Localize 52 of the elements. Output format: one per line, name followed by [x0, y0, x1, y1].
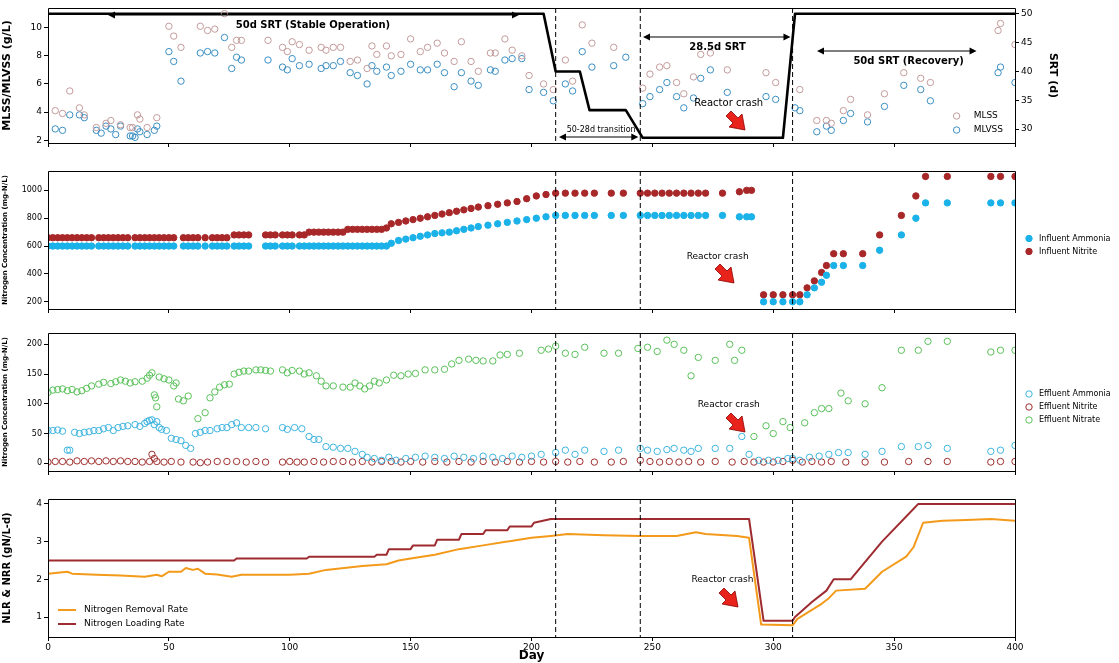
annotation: Reactor crash: [697, 399, 760, 410]
x-tick-label: 350: [885, 641, 903, 652]
x-tick-label: 100: [281, 641, 299, 652]
y2-tick-label: 50: [1021, 8, 1033, 19]
y-tick-label: 6: [36, 78, 43, 89]
y2-tick-label: 30: [1021, 123, 1033, 134]
y-tick-label: 100: [26, 398, 42, 408]
x-tick-label: 250: [643, 641, 662, 652]
y-tick-label: 10: [30, 22, 43, 33]
legend-label: Effluent Ammonia: [1039, 389, 1111, 399]
y-tick-label: 1000: [21, 185, 42, 195]
y-tick-label: 3: [36, 535, 42, 546]
legend-label: Nitrogen Loading Rate: [84, 618, 186, 629]
y-tick-label: 150: [26, 369, 42, 379]
y2-tick-label: 40: [1021, 65, 1033, 76]
annotation: 50d SRT (Recovery): [853, 54, 964, 66]
x-tick-label: 150: [402, 641, 420, 652]
y2-tick-label: 45: [1021, 36, 1033, 47]
annotation: Reactor crash: [686, 250, 749, 261]
y-axis-title: NLR & NRR (gN/L-d): [0, 512, 12, 624]
y-tick-label: 0: [36, 458, 42, 468]
y-tick-label: 400: [26, 268, 42, 278]
y-tick-label: 50: [31, 428, 42, 438]
y-tick-label: 600: [26, 241, 42, 251]
x-tick-label: 400: [1006, 641, 1024, 652]
legend-label: Nitrogen Removal Rate: [84, 604, 189, 615]
y-tick-label: 4: [36, 498, 43, 509]
y-tick-label: 1: [36, 611, 42, 622]
y-tick-label: 200: [26, 296, 42, 306]
y-tick-label: 2: [36, 134, 42, 145]
annotation: 28.5d SRT: [689, 40, 747, 52]
annotation: Reactor crash: [694, 96, 764, 108]
y-tick-label: 200: [26, 339, 42, 349]
legend-label: Effluent Nitrite: [1039, 402, 1098, 412]
legend-label: Influent Ammonia: [1039, 233, 1111, 243]
y-tick-label: 2: [36, 573, 42, 584]
x-tick-label: 50: [163, 641, 175, 652]
x-tick-label: 300: [764, 641, 783, 652]
annotation: 50-28d transition: [566, 124, 636, 134]
legend-label: Effluent Nitrate: [1039, 415, 1101, 425]
annotation: Reactor crash: [691, 574, 754, 585]
y-tick-label: 4: [36, 106, 43, 117]
y2-tick-label: 35: [1021, 94, 1033, 105]
x-tick-label: 0: [45, 641, 52, 652]
legend-label: MLSS: [973, 110, 999, 121]
y-tick-label: 800: [26, 213, 42, 223]
annotation: 50d SRT (Stable Operation): [235, 18, 391, 30]
y-tick-label: 8: [36, 50, 43, 61]
legend-label: Influent Nitrite: [1039, 246, 1098, 256]
y2-axis-title: SRT (d): [1046, 52, 1060, 99]
legend-label: MLVSS: [973, 124, 1004, 135]
y-axis-title: MLSS/MLVSS (g/L): [0, 20, 14, 131]
